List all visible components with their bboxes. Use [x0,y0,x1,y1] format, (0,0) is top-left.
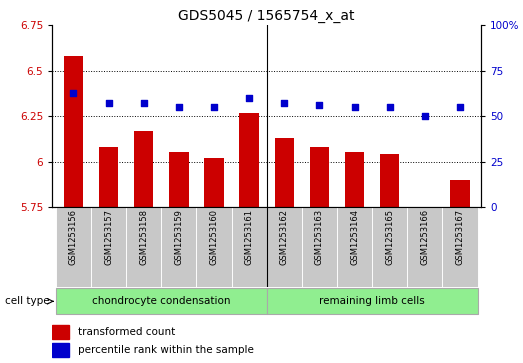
Bar [204,158,224,207]
Bar [52,325,70,339]
Text: cell type: cell type [5,296,50,306]
Bar [310,147,329,207]
Text: GSM1253161: GSM1253161 [245,209,254,265]
Bar [232,207,267,287]
Text: GSM1253167: GSM1253167 [456,209,464,265]
Text: GSM1253157: GSM1253157 [104,209,113,265]
Bar [407,207,442,287]
Point [105,101,113,106]
Point [69,90,77,95]
Point [140,101,148,106]
Text: GSM1253158: GSM1253158 [139,209,148,265]
Text: GSM1253166: GSM1253166 [420,209,429,265]
Bar [99,147,118,207]
Bar [302,207,337,287]
Bar [134,131,153,207]
Point [420,113,429,119]
Point [315,102,324,108]
Bar [442,207,477,287]
Bar [91,207,126,287]
Bar [56,288,267,314]
Text: transformed count: transformed count [78,327,175,338]
Bar [345,152,365,207]
Bar [450,180,470,207]
Bar [52,343,70,357]
Bar [197,207,232,287]
Bar [275,138,294,207]
Bar [64,56,83,207]
Point [456,104,464,110]
Text: chondrocyte condensation: chondrocyte condensation [92,296,231,306]
Bar [56,207,91,287]
Bar [337,207,372,287]
Text: remaining limb cells: remaining limb cells [320,296,425,306]
Point [385,104,394,110]
Point [245,95,253,101]
Bar [161,207,197,287]
Text: GSM1253156: GSM1253156 [69,209,78,265]
Text: GSM1253164: GSM1253164 [350,209,359,265]
Text: GSM1253162: GSM1253162 [280,209,289,265]
Bar [267,288,477,314]
Title: GDS5045 / 1565754_x_at: GDS5045 / 1565754_x_at [178,9,355,23]
Point [280,101,289,106]
Bar [372,207,407,287]
Bar [267,207,302,287]
Point [210,104,218,110]
Bar [380,154,400,207]
Point [350,104,359,110]
Text: GSM1253160: GSM1253160 [210,209,219,265]
Text: GSM1253165: GSM1253165 [385,209,394,265]
Text: percentile rank within the sample: percentile rank within the sample [78,345,254,355]
Point [175,104,183,110]
Bar [126,207,161,287]
Text: GSM1253163: GSM1253163 [315,209,324,265]
Bar [240,113,259,207]
Bar [169,152,188,207]
Text: GSM1253159: GSM1253159 [174,209,184,265]
